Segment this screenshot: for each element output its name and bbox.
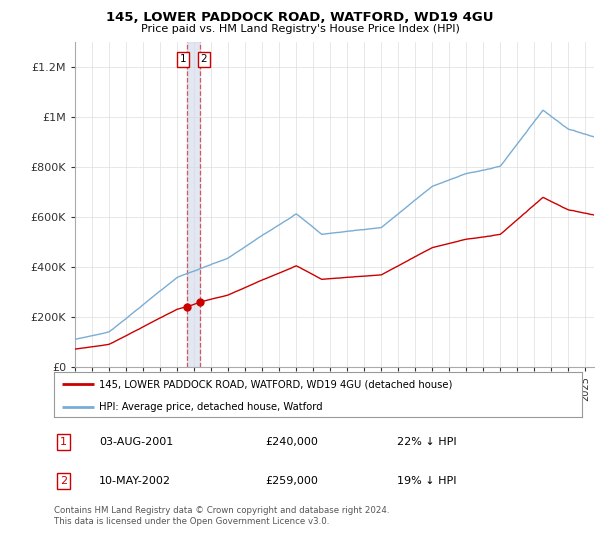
Text: 145, LOWER PADDOCK ROAD, WATFORD, WD19 4GU (detached house): 145, LOWER PADDOCK ROAD, WATFORD, WD19 4… bbox=[99, 380, 452, 390]
Text: Price paid vs. HM Land Registry's House Price Index (HPI): Price paid vs. HM Land Registry's House … bbox=[140, 24, 460, 34]
Text: HPI: Average price, detached house, Watford: HPI: Average price, detached house, Watf… bbox=[99, 402, 323, 412]
Text: 10-MAY-2002: 10-MAY-2002 bbox=[99, 476, 171, 486]
Text: 145, LOWER PADDOCK ROAD, WATFORD, WD19 4GU: 145, LOWER PADDOCK ROAD, WATFORD, WD19 4… bbox=[106, 11, 494, 24]
Text: 22% ↓ HPI: 22% ↓ HPI bbox=[397, 437, 457, 447]
Bar bbox=[187, 42, 200, 367]
Text: 2: 2 bbox=[60, 476, 67, 486]
Text: Contains HM Land Registry data © Crown copyright and database right 2024.
This d: Contains HM Land Registry data © Crown c… bbox=[54, 506, 389, 526]
Text: 2: 2 bbox=[200, 54, 207, 64]
Text: £259,000: £259,000 bbox=[265, 476, 318, 486]
Text: £240,000: £240,000 bbox=[265, 437, 318, 447]
Text: 1: 1 bbox=[180, 54, 187, 64]
Text: 1: 1 bbox=[60, 437, 67, 447]
Text: 19% ↓ HPI: 19% ↓ HPI bbox=[397, 476, 457, 486]
Text: 03-AUG-2001: 03-AUG-2001 bbox=[99, 437, 173, 447]
